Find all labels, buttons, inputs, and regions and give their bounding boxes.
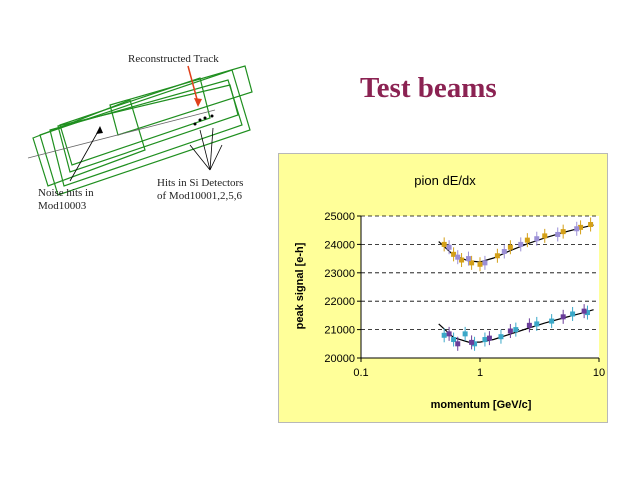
data-point — [560, 314, 566, 320]
data-point — [534, 236, 540, 242]
chart-title: pion dE/dx — [414, 173, 476, 188]
data-series — [441, 217, 594, 351]
data-point — [455, 341, 461, 347]
slide-title: Test beams — [360, 72, 497, 104]
y-tick-label: 25000 — [324, 211, 355, 223]
data-point — [555, 231, 561, 237]
x-tick-label: 0.1 — [353, 367, 368, 379]
data-point — [588, 222, 594, 228]
data-point — [482, 337, 488, 343]
data-point — [513, 327, 519, 333]
data-point — [482, 260, 488, 266]
data-point — [560, 229, 566, 235]
data-point — [518, 241, 524, 247]
grid — [361, 215, 599, 358]
detector-modules — [32, 65, 253, 196]
label-reconstructed-track: Reconstructed Track — [128, 53, 219, 65]
y-tick-labels: 20000 21000 22000 23000 24000 25000 — [324, 211, 355, 365]
data-point — [581, 308, 587, 314]
y-tick-label: 24000 — [324, 239, 355, 251]
y-tick-label: 21000 — [324, 325, 355, 337]
data-point — [486, 335, 492, 341]
data-point — [469, 260, 475, 266]
data-point — [507, 328, 513, 334]
label-noise-hits-line2: Mod10003 — [38, 200, 87, 212]
data-point — [451, 251, 457, 257]
data-point — [534, 321, 540, 327]
reconstructed-track-arrowhead — [194, 98, 202, 107]
plot-area — [361, 216, 599, 358]
data-point — [455, 254, 461, 260]
reconstructed-track-arrow — [187, 65, 199, 104]
data-point — [507, 244, 513, 250]
x-tick-labels: 0.1 1 10 — [353, 367, 605, 379]
axes — [357, 215, 600, 362]
data-point — [462, 331, 468, 337]
y-tick-label: 23000 — [324, 268, 355, 280]
data-point — [498, 334, 504, 340]
track-diagram: Reconstructed Track Noise hits in Mod100… — [27, 53, 253, 212]
data-point — [494, 253, 500, 259]
data-point — [441, 332, 447, 338]
data-point — [549, 318, 555, 324]
y-tick-label: 22000 — [324, 296, 355, 308]
series-3 — [441, 305, 590, 351]
chart-panel: pion dE/dx 20000 21000 22000 23000 24000 2500… — [278, 153, 608, 423]
data-point — [459, 257, 465, 263]
x-tick-label: 1 — [477, 367, 483, 379]
data-point — [446, 331, 452, 337]
data-point — [584, 310, 590, 316]
dedx-chart: pion dE/dx 20000 21000 22000 23000 24000 2500… — [294, 173, 605, 411]
y-tick-label: 20000 — [324, 353, 355, 365]
label-noise-hits-line1: Noise hits in — [38, 187, 94, 199]
data-point — [472, 341, 478, 347]
data-point — [526, 322, 532, 328]
series-2 — [446, 221, 580, 270]
series-1 — [441, 217, 594, 272]
series-4 — [446, 304, 587, 351]
data-point — [570, 311, 576, 317]
data-point — [524, 237, 530, 243]
data-point — [469, 339, 475, 345]
data-point — [578, 224, 584, 230]
label-hits-si-line2: of Mod10001,2,5,6 — [157, 190, 242, 202]
label-hits-si-line1: Hits in Si Detectors — [157, 177, 243, 189]
reconstructed-track-line — [27, 109, 216, 159]
x-axis-label: momentum [GeV/c] — [431, 399, 532, 411]
data-point — [501, 249, 507, 254]
data-point — [477, 261, 483, 267]
data-point — [574, 226, 580, 232]
data-point — [446, 244, 452, 250]
data-point — [451, 337, 457, 343]
x-tick-label: 10 — [593, 367, 605, 379]
data-point — [441, 241, 447, 247]
data-point — [465, 256, 471, 262]
y-axis-label: peak signal [e-h] — [294, 242, 306, 329]
data-point — [542, 233, 548, 239]
